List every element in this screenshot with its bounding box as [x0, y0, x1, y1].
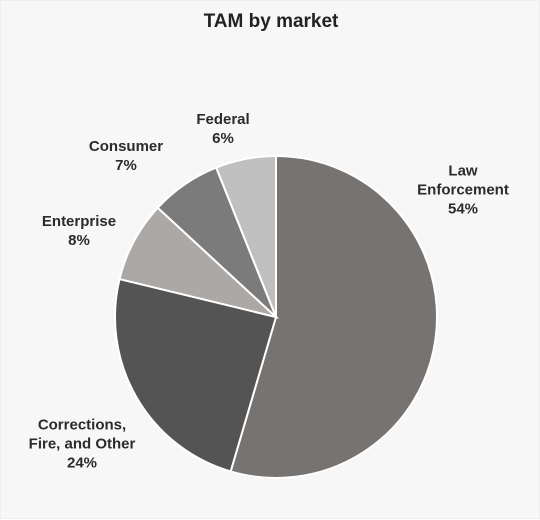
slice-percent: 8%: [68, 232, 90, 249]
pie-slice: [229, 154, 438, 479]
slice-label: Enterprise 8%: [42, 212, 116, 250]
pie-slice: [114, 277, 278, 473]
slice-label-line: Law: [448, 162, 478, 180]
slice-label-line: Consumer: [88, 138, 164, 155]
slice-percent: 54%: [447, 200, 479, 218]
slice-label-line: Federal: [196, 111, 250, 128]
slice-label: Consumer 7%: [89, 137, 163, 175]
slice-percent: 6%: [212, 130, 234, 147]
slice-percent: 24%: [66, 454, 98, 472]
chart-title: TAM by market: [203, 11, 339, 32]
slice-label: Law Enforcement 54%: [417, 162, 509, 219]
slice-label-line: Corrections,: [37, 416, 127, 434]
slice-label-line: Fire, and Other: [28, 435, 136, 453]
pie-slice: [214, 154, 277, 318]
slice-percent: 7%: [115, 157, 137, 174]
slice-label-line: Enterprise: [41, 213, 117, 230]
slice-label-line: Enforcement: [417, 181, 509, 199]
slice-label: Federal 6%: [196, 110, 249, 148]
slice-label: Corrections, Fire, and Other 24%: [29, 416, 136, 473]
